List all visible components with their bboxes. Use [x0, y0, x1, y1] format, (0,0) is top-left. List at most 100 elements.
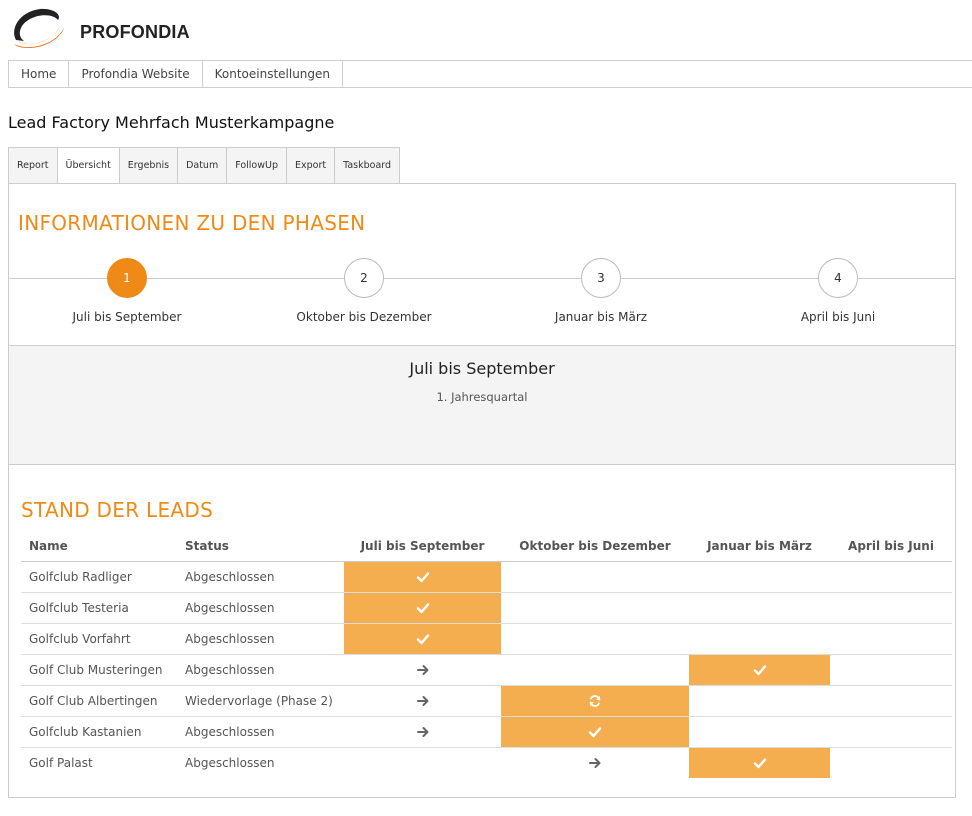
- table-row[interactable]: Golfclub Testeria Abgeschlossen: [21, 592, 952, 624]
- col-phase-4: April bis Juni: [830, 531, 952, 562]
- phase-3-cell: [689, 685, 830, 717]
- lead-name: Golfclub Kastanien: [21, 716, 177, 748]
- phase-2-cell: [501, 592, 689, 624]
- lead-status: Abgeschlossen: [177, 623, 344, 655]
- table-row[interactable]: Golfclub Radliger Abgeschlossen: [21, 561, 952, 593]
- phase-step-label: Januar bis März: [554, 310, 648, 324]
- table-row[interactable]: Golf Club Albertingen Wiedervorlage (Phas…: [21, 685, 952, 717]
- phase-step-label: April bis Juni: [800, 310, 876, 324]
- arrow-right-icon: [416, 663, 430, 677]
- phase-3-cell: [689, 561, 830, 593]
- phase-4-cell: [830, 623, 952, 655]
- phase-1-cell: [344, 747, 501, 778]
- phase-3-cell: [689, 747, 830, 778]
- arrow-right-icon: [588, 756, 602, 770]
- phase-step-3[interactable]: 3 Januar bis März: [491, 258, 711, 324]
- phase-step-number[interactable]: 1: [107, 258, 147, 298]
- phase-step-2[interactable]: 2 Oktober bis Dezember: [254, 258, 474, 324]
- lead-name: Golfclub Testeria: [21, 592, 177, 624]
- phase-timeline-line: [9, 278, 955, 279]
- lead-status: Abgeschlossen: [177, 592, 344, 624]
- phase-3-cell: [689, 623, 830, 655]
- nav-home[interactable]: Home: [8, 61, 68, 87]
- phase-step-number[interactable]: 3: [581, 258, 621, 298]
- phase-step-number[interactable]: 2: [344, 258, 384, 298]
- phase-3-cell: [689, 654, 830, 686]
- profondia-swoosh-logo-icon: [14, 8, 64, 48]
- col-name: Name: [21, 531, 177, 562]
- phase-2-cell: [501, 561, 689, 593]
- table-row[interactable]: Golfclub Vorfahrt Abgeschlossen: [21, 623, 952, 655]
- phases-heading: INFORMATIONEN ZU DEN PHASEN: [18, 211, 366, 235]
- nav-kontoeinstellungen[interactable]: Kontoeinstellungen: [201, 61, 344, 87]
- phase-2-cell: [501, 747, 689, 778]
- leads-table-body: Golfclub Radliger Abgeschlossen Golfclub T…: [21, 561, 952, 778]
- check-icon: [753, 663, 767, 677]
- arrow-right-icon: [416, 725, 430, 739]
- phase-1-cell: [344, 654, 501, 686]
- phase-1-cell: [344, 561, 501, 593]
- lead-status: Abgeschlossen: [177, 561, 344, 593]
- nav-profondia-website[interactable]: Profondia Website: [68, 61, 201, 87]
- lead-status: Abgeschlossen: [177, 654, 344, 686]
- col-status: Status: [177, 531, 344, 562]
- leads-table: Name Status Juli bis September Oktober b…: [21, 531, 952, 778]
- tab-export[interactable]: Export: [286, 147, 335, 184]
- check-icon: [416, 632, 430, 646]
- check-icon: [753, 756, 767, 770]
- arrow-right-icon: [416, 694, 430, 708]
- phase-step-label: Juli bis September: [72, 310, 182, 324]
- phase-2-cell: [501, 716, 689, 748]
- phase-detail-subtitle: 1. Jahresquartal: [436, 390, 528, 404]
- phase-step-1[interactable]: 1 Juli bis September: [17, 258, 237, 324]
- phase-detail-box: Juli bis September 1. Jahresquartal: [9, 345, 955, 465]
- check-icon: [416, 601, 430, 615]
- check-icon: [416, 570, 430, 584]
- phase-step-number[interactable]: 4: [818, 258, 858, 298]
- lead-status: Abgeschlossen: [177, 716, 344, 748]
- phase-2-cell: [501, 685, 689, 717]
- leads-heading: STAND DER LEADS: [21, 498, 214, 522]
- phase-4-cell: [830, 716, 952, 748]
- check-icon: [588, 725, 602, 739]
- phase-2-cell: [501, 654, 689, 686]
- phase-2-cell: [501, 623, 689, 655]
- tab-ergebnis[interactable]: Ergebnis: [118, 147, 178, 184]
- leads-table-header: Name Status Juli bis September Oktober b…: [21, 531, 952, 562]
- lead-status: Wiedervorlage (Phase 2): [177, 685, 344, 717]
- phase-1-cell: [344, 592, 501, 624]
- top-navigation: Home Profondia Website Kontoeinstellunge…: [8, 60, 972, 88]
- lead-name: Golf Club Musteringen: [21, 654, 177, 686]
- tab-uebersicht[interactable]: Übersicht: [56, 147, 119, 184]
- col-phase-1: Juli bis September: [344, 531, 501, 562]
- phase-3-cell: [689, 592, 830, 624]
- tab-bar: Report Übersicht Ergebnis Datum FollowUp…: [8, 147, 401, 184]
- col-phase-2: Oktober bis Dezember: [501, 531, 689, 562]
- page-title: Lead Factory Mehrfach Musterkampagne: [8, 113, 335, 132]
- phase-detail-title: Juli bis September: [409, 359, 555, 378]
- tab-report[interactable]: Report: [8, 147, 57, 184]
- table-row[interactable]: Golfclub Kastanien Abgeschlossen: [21, 716, 952, 748]
- phase-step-label: Oktober bis Dezember: [296, 310, 432, 324]
- phase-step-4[interactable]: 4 April bis Juni: [728, 258, 948, 324]
- phase-1-cell: [344, 623, 501, 655]
- lead-name: Golfclub Vorfahrt: [21, 623, 177, 655]
- tab-followup[interactable]: FollowUp: [226, 147, 286, 184]
- phase-4-cell: [830, 747, 952, 778]
- phase-4-cell: [830, 592, 952, 624]
- phase-4-cell: [830, 561, 952, 593]
- table-row[interactable]: Golf Club Musteringen Abgeschlossen: [21, 654, 952, 686]
- profondia-logo[interactable]: PROFONDIA: [8, 6, 208, 52]
- lead-name: Golfclub Radliger: [21, 561, 177, 593]
- tab-taskboard[interactable]: Taskboard: [334, 147, 401, 184]
- table-row[interactable]: Golf Palast Abgeschlossen: [21, 747, 952, 778]
- phase-1-cell: [344, 685, 501, 717]
- refresh-icon: [588, 694, 602, 708]
- overview-panel: INFORMATIONEN ZU DEN PHASEN 1 Juli bis S…: [8, 183, 956, 798]
- phase-1-cell: [344, 716, 501, 748]
- phase-3-cell: [689, 716, 830, 748]
- phase-4-cell: [830, 685, 952, 717]
- phase-4-cell: [830, 654, 952, 686]
- brand-name: PROFONDIA: [80, 22, 190, 42]
- tab-datum[interactable]: Datum: [177, 147, 227, 184]
